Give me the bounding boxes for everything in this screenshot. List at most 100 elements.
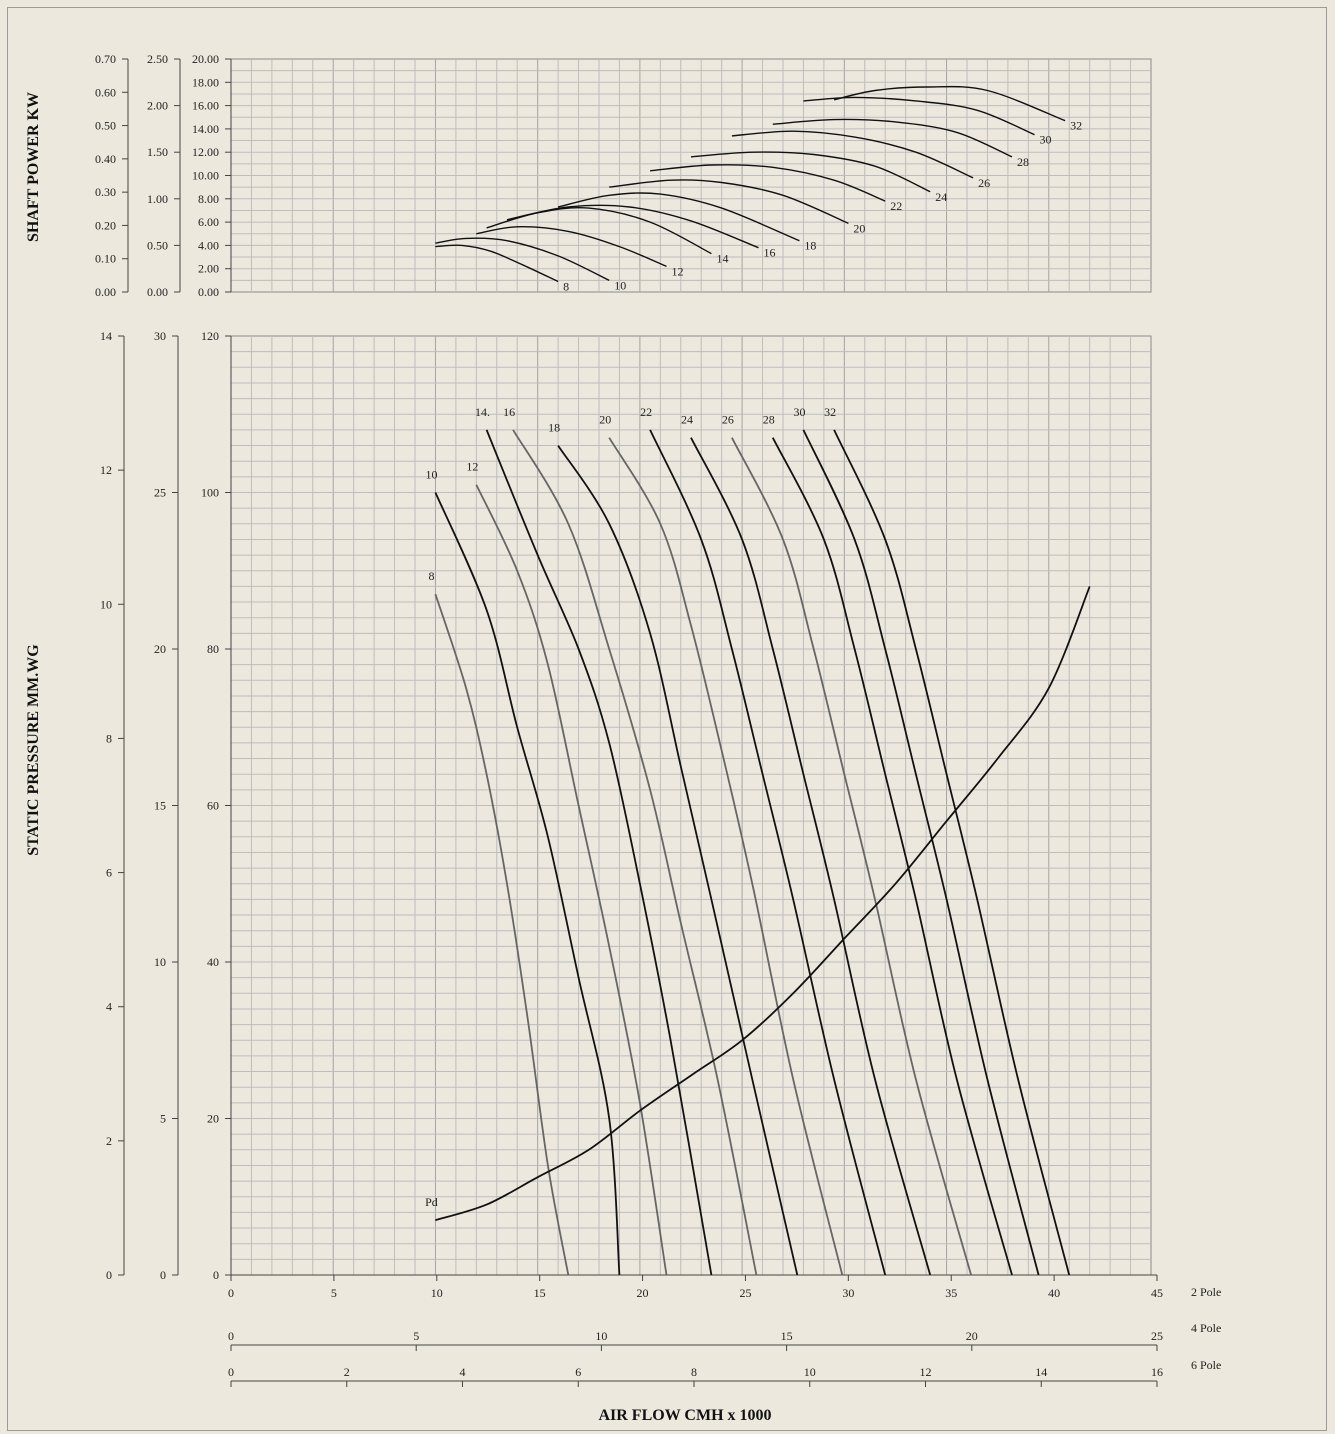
pressure-curve-12 bbox=[475, 484, 668, 1276]
power-axis-c-tick-label: 2.00 bbox=[198, 262, 219, 276]
power-curve-10 bbox=[435, 237, 610, 282]
pressure-curve-8 bbox=[434, 593, 570, 1276]
pole2-axis-tick-label: 10 bbox=[431, 1286, 443, 1300]
power-curve-label: 18 bbox=[804, 239, 816, 253]
power-axis-c-tick-label: 14.00 bbox=[192, 122, 219, 136]
power-chart-grid bbox=[230, 58, 1152, 293]
power-curve-26 bbox=[731, 130, 974, 179]
pressure-axis-c-tick-label: 40 bbox=[207, 955, 219, 969]
power-axis-a-tick-label: 0.40 bbox=[95, 152, 116, 166]
pressure-curve-24 bbox=[690, 437, 932, 1276]
pressure-axis-b-tick-label: 15 bbox=[154, 799, 166, 813]
power-curve-8 bbox=[435, 244, 559, 283]
power-curve-label: 26 bbox=[978, 176, 990, 190]
curves bbox=[434, 85, 1091, 1276]
pressure-axis-c-tick-label: 0 bbox=[213, 1268, 219, 1282]
pressure-axis-a-tick-label: 0 bbox=[106, 1268, 112, 1282]
pressure-axis-c-tick-label: 100 bbox=[201, 486, 219, 500]
pole4-axis-tick-label: 25 bbox=[1151, 1329, 1163, 1343]
power-axis-b-tick-label: 0.50 bbox=[147, 238, 168, 252]
pressure-axis-c-tick-label: 20 bbox=[207, 1112, 219, 1126]
power-curve-18 bbox=[557, 192, 800, 242]
power-axis-c-tick-label: 6.00 bbox=[198, 215, 219, 229]
power-axis-c-tick-label: 10.00 bbox=[192, 169, 219, 183]
power-axis-a-tick-label: 0.30 bbox=[95, 185, 116, 199]
pressure-axis-a-tick-label: 14 bbox=[100, 329, 112, 343]
pole6-axis-tick-label: 14 bbox=[1035, 1365, 1047, 1379]
pressure-axis-b-tick-label: 25 bbox=[154, 486, 166, 500]
chart-frame bbox=[7, 7, 1327, 1431]
power-curve-32 bbox=[833, 85, 1066, 122]
pole4-axis-tick-label: 10 bbox=[595, 1329, 607, 1343]
pressure-axis-b-tick-label: 30 bbox=[154, 329, 166, 343]
power-curve-label: 22 bbox=[890, 199, 902, 213]
pressure-curve-label: 30 bbox=[793, 405, 805, 419]
pressure-axis-a-tick-label: 4 bbox=[106, 1000, 112, 1014]
power-axis-a-tick-label: 0.00 bbox=[95, 285, 116, 299]
power-curve-label: 12 bbox=[671, 264, 683, 278]
pole2-axis-tick-label: 45 bbox=[1151, 1286, 1163, 1300]
power-curve-22 bbox=[650, 164, 886, 202]
power-curve-30 bbox=[803, 96, 1035, 136]
power-axis-b-tick-label: 0.00 bbox=[147, 285, 168, 299]
pressure-curve-28 bbox=[771, 437, 1013, 1276]
pole2-axis-tick-label: 35 bbox=[945, 1286, 957, 1300]
pressure-curve-label: 22 bbox=[640, 405, 652, 419]
pressure-axis-b-tick-label: 5 bbox=[160, 1112, 166, 1126]
pole4-axis-tick-label: 20 bbox=[966, 1329, 978, 1343]
pressure-curve-16 bbox=[512, 429, 758, 1276]
pressure-curve-label: 32 bbox=[824, 405, 836, 419]
power-curve-label: 32 bbox=[1070, 119, 1082, 133]
pressure-curve-22 bbox=[649, 429, 887, 1276]
x-axis-title: AIR FLOW CMH x 1000 bbox=[598, 1407, 771, 1424]
power-curve-label: 8 bbox=[563, 280, 569, 294]
pressure-curve-18 bbox=[557, 445, 799, 1276]
power-curve-label: 30 bbox=[1039, 133, 1051, 147]
power-axis-b-tick-label: 2.50 bbox=[147, 52, 168, 66]
power-curve-12 bbox=[476, 226, 667, 268]
power-curve-label: 16 bbox=[763, 246, 775, 260]
pressure-axis-b-tick-label: 0 bbox=[160, 1268, 166, 1282]
pressure-axis-b-tick-label: 10 bbox=[154, 955, 166, 969]
pressure-curve-Pd bbox=[435, 586, 1091, 1222]
power-axis-c-tick-label: 20.00 bbox=[192, 52, 219, 66]
pole2-axis-tick-label: 30 bbox=[842, 1286, 854, 1300]
pressure-curve-label: 16 bbox=[503, 405, 515, 419]
pole2-axis-label: 2 Pole bbox=[1191, 1285, 1221, 1299]
pressure-axis-c-tick-label: 60 bbox=[207, 799, 219, 813]
pressure-axis-a-tick-label: 8 bbox=[106, 731, 112, 745]
power-axis-b-tick-label: 1.00 bbox=[147, 192, 168, 206]
pole2-axis-tick-label: 20 bbox=[637, 1286, 649, 1300]
pressure-curve-30 bbox=[802, 429, 1040, 1276]
power-axis-a-tick-label: 0.10 bbox=[95, 252, 116, 266]
pole6-axis-tick-label: 2 bbox=[344, 1365, 350, 1379]
pressure-chart-grid bbox=[230, 335, 1152, 1276]
pole4-axis-tick-label: 5 bbox=[413, 1329, 419, 1343]
power-y-axis-title: SHAFT POWER KW bbox=[25, 92, 42, 242]
pole6-axis-tick-label: 16 bbox=[1151, 1365, 1163, 1379]
pressure-curve-26 bbox=[731, 437, 972, 1276]
pole2-axis-tick-label: 0 bbox=[228, 1286, 234, 1300]
pole6-axis-tick-label: 0 bbox=[228, 1365, 234, 1379]
power-axis-b-tick-label: 2.00 bbox=[147, 99, 168, 113]
pressure-curve-label: 26 bbox=[722, 413, 734, 427]
power-axis-a-tick-label: 0.20 bbox=[95, 218, 116, 232]
pressure-curve-label: 14. bbox=[475, 405, 490, 419]
pressure-curve-label: 8 bbox=[428, 569, 434, 583]
pole6-axis-tick-label: 12 bbox=[920, 1365, 932, 1379]
pole2-axis-tick-label: 40 bbox=[1048, 1286, 1060, 1300]
pole4-axis-tick-label: 15 bbox=[781, 1329, 793, 1343]
pressure-curve-10 bbox=[434, 492, 621, 1276]
power-curve-label: 14 bbox=[716, 252, 728, 266]
pressure-axis-a-tick-label: 2 bbox=[106, 1134, 112, 1148]
power-curve-label: 10 bbox=[614, 278, 626, 292]
pressure-y-axis-title: STATIC PRESSURE MM.WG bbox=[25, 644, 42, 856]
pressure-curve-label: 10 bbox=[425, 468, 437, 482]
pressure-curve-label: 20 bbox=[599, 413, 611, 427]
pole6-axis-tick-label: 4 bbox=[460, 1365, 466, 1379]
pole6-axis-tick-label: 10 bbox=[804, 1365, 816, 1379]
power-axis-c-tick-label: 12.00 bbox=[192, 145, 219, 159]
power-axis-c-tick-label: 8.00 bbox=[198, 192, 219, 206]
pressure-curve-label: 12 bbox=[466, 460, 478, 474]
